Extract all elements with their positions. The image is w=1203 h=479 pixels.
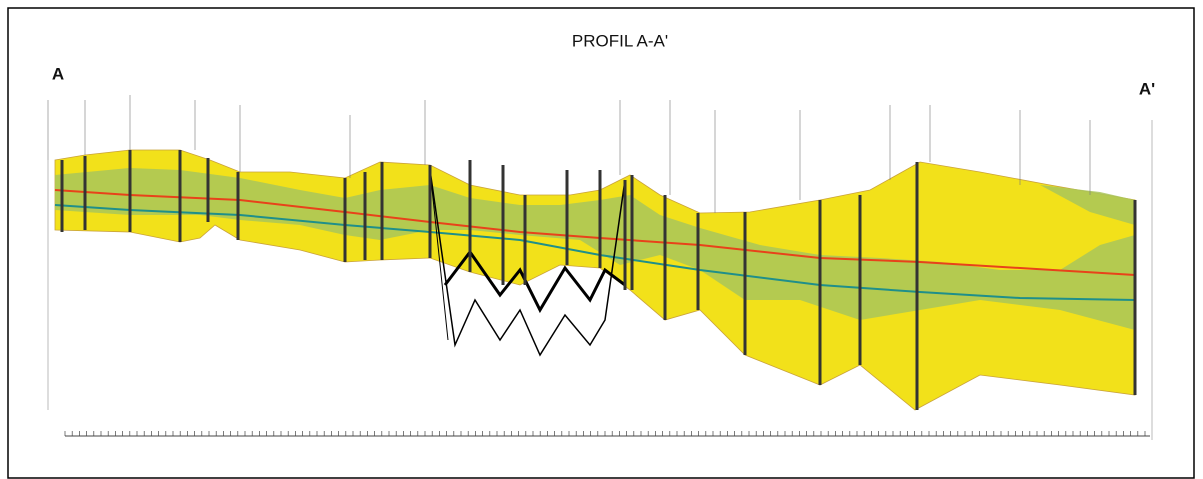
profile-figure: PROFIL A-A' A A' bbox=[0, 0, 1203, 479]
title: PROFIL A-A' bbox=[572, 31, 668, 50]
start-label: A bbox=[52, 64, 64, 83]
end-label: A' bbox=[1139, 79, 1155, 98]
page: PROFIL A-A' A A' (( bbox=[0, 0, 1203, 479]
